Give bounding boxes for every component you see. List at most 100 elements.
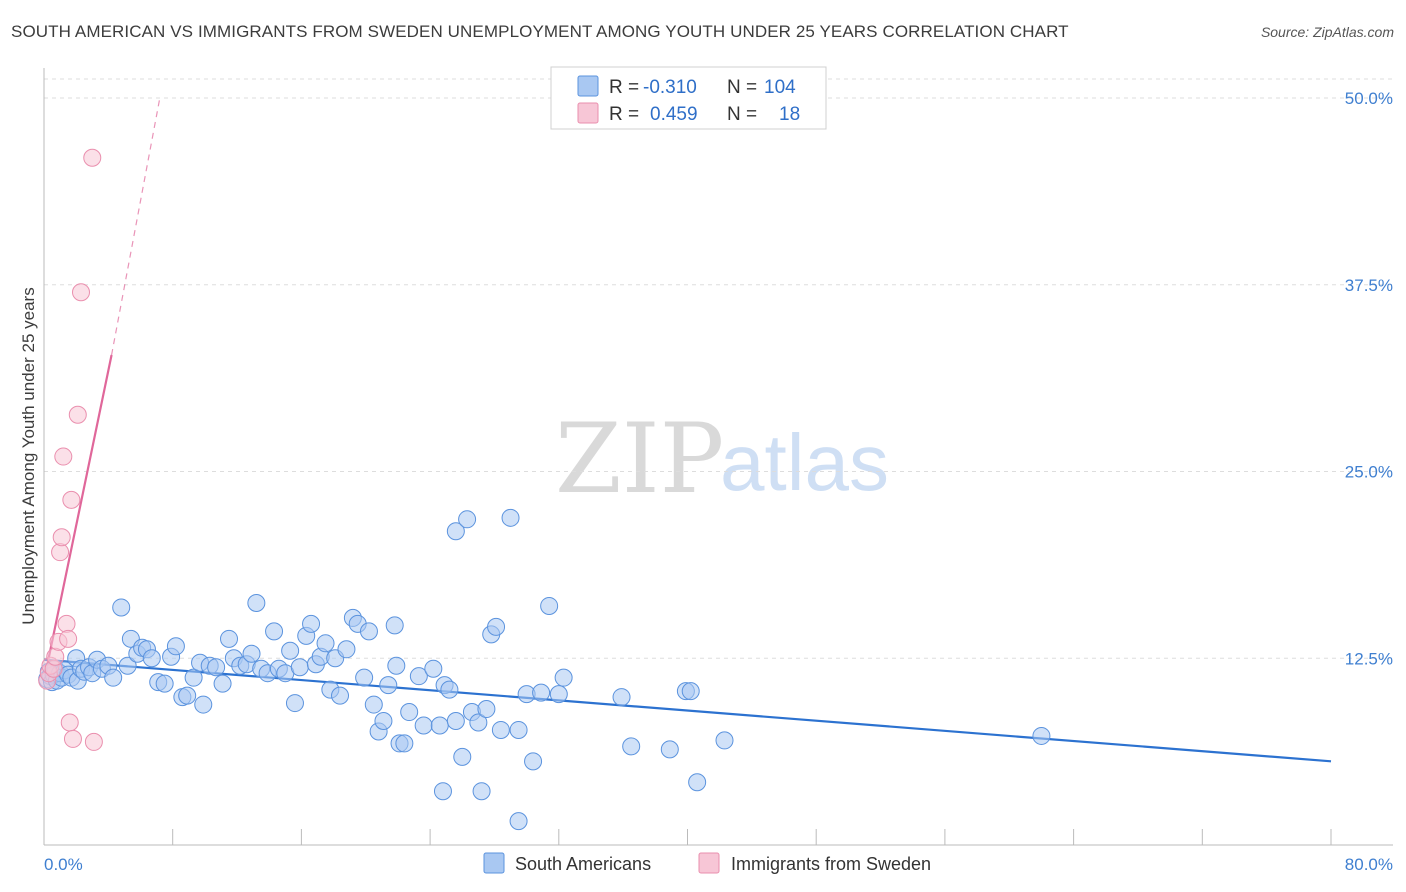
point-south-americans xyxy=(532,683,551,702)
point-south-americans xyxy=(681,682,700,701)
point-south-americans xyxy=(446,711,465,730)
point-south-americans xyxy=(688,773,707,792)
point-south-americans xyxy=(433,782,452,801)
trend-line-immigrants-from-sweden xyxy=(42,354,113,681)
point-south-americans xyxy=(104,668,123,687)
bottom-legend-label-immigrants-from-sweden: Immigrants from Sweden xyxy=(731,854,931,874)
point-south-americans xyxy=(285,694,304,713)
point-south-americans xyxy=(501,508,520,527)
point-immigrants-from-sweden xyxy=(57,614,76,633)
legend-r-value-1: -0.310 xyxy=(643,77,697,98)
point-south-americans xyxy=(178,686,197,705)
y-tick-label: 12.5% xyxy=(1345,649,1393,668)
point-south-americans xyxy=(424,659,443,678)
point-south-americans xyxy=(409,667,428,686)
x-tick-label-max: 80.0% xyxy=(1345,855,1393,874)
point-south-americans xyxy=(430,716,449,735)
point-south-americans xyxy=(400,703,419,722)
point-south-americans xyxy=(337,640,356,659)
point-south-americans xyxy=(554,668,573,687)
point-south-americans xyxy=(387,656,406,675)
point-south-americans xyxy=(491,720,510,739)
point-south-americans xyxy=(379,676,398,695)
point-immigrants-from-sweden xyxy=(59,629,78,648)
point-immigrants-from-sweden xyxy=(72,283,91,302)
point-south-americans xyxy=(194,695,213,714)
point-immigrants-from-sweden xyxy=(63,729,82,748)
point-south-americans xyxy=(290,658,309,677)
y-tick-label: 25.0% xyxy=(1345,463,1393,482)
tick-labels: 12.5% 25.0% 37.5% 50.0% 0.0% 80.0% xyxy=(44,89,1393,874)
point-south-americans xyxy=(612,688,631,707)
trend-line-extension-immigrants-from-sweden xyxy=(110,97,161,356)
point-south-americans xyxy=(446,522,465,541)
watermark-atlas: atlas xyxy=(720,418,889,507)
point-south-americans xyxy=(453,747,472,766)
point-south-americans xyxy=(472,782,491,801)
point-south-americans xyxy=(302,614,321,633)
point-south-americans xyxy=(331,686,350,705)
point-south-americans xyxy=(142,649,161,668)
trend-line-south-americans xyxy=(43,658,1332,763)
point-south-americans xyxy=(213,674,232,693)
point-south-americans xyxy=(359,622,378,641)
point-south-americans xyxy=(414,716,433,735)
legend-n-value-2: 18 xyxy=(779,104,800,125)
bottom-legend-swatch-immigrants-from-sweden xyxy=(698,852,720,874)
point-south-americans xyxy=(207,658,226,677)
legend-swatch-immigrants-from-sweden xyxy=(577,102,599,124)
point-south-americans xyxy=(385,616,404,635)
data-points xyxy=(38,148,1051,831)
grid-lines xyxy=(44,78,1393,659)
point-south-americans xyxy=(1032,726,1051,745)
legend-r-label-1: R = xyxy=(609,77,639,98)
point-south-americans xyxy=(166,637,185,656)
point-immigrants-from-sweden xyxy=(83,148,102,167)
point-south-americans xyxy=(487,617,506,636)
point-immigrants-from-sweden xyxy=(46,647,65,666)
point-south-americans xyxy=(220,629,239,648)
bottom-legend-swatch-south-americans xyxy=(483,852,505,874)
point-south-americans xyxy=(477,700,496,719)
point-immigrants-from-sweden xyxy=(52,528,71,547)
point-south-americans xyxy=(118,656,137,675)
point-south-americans xyxy=(458,510,477,529)
point-south-americans xyxy=(622,737,641,756)
legend-n-label-2: N = xyxy=(727,104,757,125)
point-south-americans xyxy=(281,641,300,660)
point-south-americans xyxy=(440,680,459,699)
point-south-americans xyxy=(155,674,174,693)
point-south-americans xyxy=(112,598,131,617)
point-south-americans xyxy=(364,695,383,714)
legend-n-label-1: N = xyxy=(727,77,757,98)
point-south-americans xyxy=(509,720,528,739)
y-tick-label: 50.0% xyxy=(1345,89,1393,108)
x-tick-label-min: 0.0% xyxy=(44,855,83,874)
point-immigrants-from-sweden xyxy=(51,543,70,562)
point-immigrants-from-sweden xyxy=(84,732,103,751)
point-south-americans xyxy=(509,812,528,831)
point-south-americans xyxy=(524,752,543,771)
point-south-americans xyxy=(660,740,679,759)
axes xyxy=(43,68,1393,846)
point-south-americans xyxy=(265,622,284,641)
point-immigrants-from-sweden xyxy=(54,447,73,466)
y-tick-label: 37.5% xyxy=(1345,276,1393,295)
point-immigrants-from-sweden xyxy=(60,713,79,732)
point-south-americans xyxy=(184,668,203,687)
point-south-americans xyxy=(715,731,734,750)
point-south-americans xyxy=(242,644,261,663)
point-immigrants-from-sweden xyxy=(68,405,87,424)
legend-r-label-2: R = xyxy=(609,104,639,125)
point-south-americans xyxy=(540,596,559,615)
point-south-americans xyxy=(395,734,414,753)
correlation-legend: R = -0.310 N = 104 R = 0.459 N = 18 xyxy=(550,66,827,130)
legend-n-value-1: 104 xyxy=(764,77,796,98)
legend-swatch-south-americans xyxy=(577,75,599,97)
point-immigrants-from-sweden xyxy=(62,490,81,509)
series-legend: South Americans Immigrants from Sweden xyxy=(483,852,931,874)
point-south-americans xyxy=(355,668,374,687)
bottom-legend-label-south-americans: South Americans xyxy=(515,854,651,874)
watermark-zip: ZIP xyxy=(555,403,724,515)
